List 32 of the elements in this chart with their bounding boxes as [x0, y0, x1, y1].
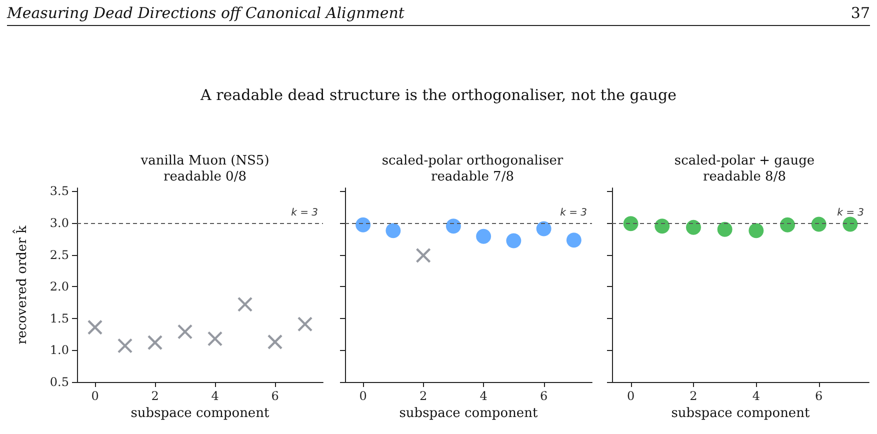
y-tick-label: 0.5 [50, 375, 69, 389]
x-tick-label: 0 [91, 389, 99, 403]
x-tick-label: 2 [419, 389, 428, 403]
ref-line-label: k = 3 [560, 207, 587, 218]
x-tick-label: 2 [151, 389, 159, 403]
y-tick-label: 3.0 [50, 216, 69, 230]
chart-title: scaled-polar + gauge readable 8/8 [674, 154, 815, 184]
ref-line-label: k = 3 [837, 207, 864, 218]
y-tick-label: 1.5 [50, 311, 69, 326]
x-axis-title: subspace component [399, 406, 539, 421]
x-tick-label: 2 [690, 389, 698, 403]
text: A readable dead structure is the orthogonaliser, not the gauge [199, 86, 678, 104]
text: 37 [850, 4, 870, 22]
ref-line-label: k = 3 [291, 207, 318, 218]
x-tick-label: 6 [271, 389, 279, 403]
chart-title: vanilla Muon (NS5) readable 0/8 [140, 154, 270, 184]
x-tick-label: 6 [815, 389, 823, 403]
x-tick-label: 0 [359, 389, 367, 403]
x-tick-label: 6 [540, 389, 548, 403]
y-tick-label: 2.5 [50, 248, 69, 262]
y-tick-label: 1.0 [50, 343, 69, 358]
y-tick-label: 2.0 [50, 280, 69, 294]
x-tick-label: 4 [752, 389, 760, 403]
chart-title: scaled-polar orthogonaliser readable 7/8 [382, 154, 564, 184]
x-axis-title: subspace component [130, 406, 270, 421]
x-axis-title: subspace component [671, 406, 811, 421]
y-axis-title: recovered order k̂ [12, 226, 30, 344]
x-tick-label: 4 [480, 389, 488, 403]
y-tick-label: 3.5 [50, 184, 69, 198]
x-tick-label: 4 [211, 389, 220, 403]
text: Measuring Dead Directions off Canonical Alignment [7, 4, 404, 22]
x-tick-label: 0 [626, 389, 635, 403]
